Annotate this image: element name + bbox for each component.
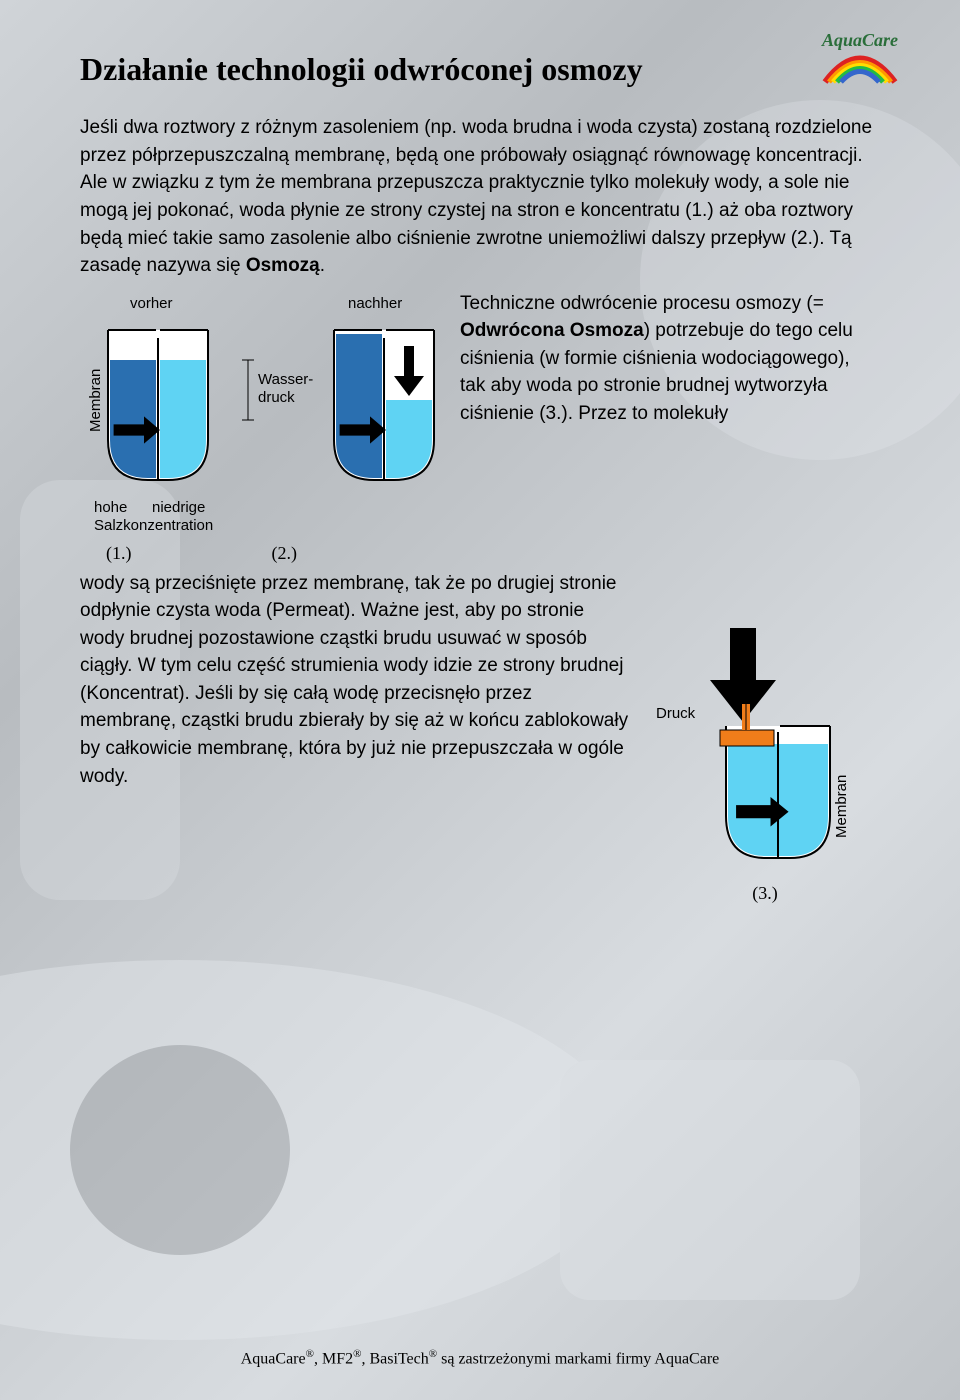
side-bold: Odwrócona Osmoza xyxy=(460,320,644,341)
label-membran: Membran xyxy=(87,368,104,431)
intro-bold: Osmozą xyxy=(246,255,320,276)
side-paragraph: Techniczne odwrócenie procesu osmozy (= … xyxy=(440,290,880,428)
reg-2: ® xyxy=(353,1348,361,1360)
footer-a: AquaCare xyxy=(241,1350,306,1367)
diagram-1-2: vorher nachher xyxy=(80,290,440,564)
footer-tail: są zastrzeżonymi markami firmy AquaCare xyxy=(437,1350,719,1367)
caption-2: (2.) xyxy=(272,543,298,564)
intro-paragraph: Jeśli dwa roztwory z różnym zasoleniem (… xyxy=(80,114,880,279)
logo-rainbow-icon xyxy=(815,47,905,87)
label-druck: Druck xyxy=(656,705,696,722)
label-druck-suffix: druck xyxy=(258,389,295,406)
label-salz: Salzkonzentration xyxy=(94,517,213,534)
label-nachher: nachher xyxy=(348,295,402,312)
diagram-3: Druck xyxy=(650,570,880,904)
label-vorher: vorher xyxy=(130,295,173,312)
label-wasser: Wasser- xyxy=(258,371,313,388)
caption-3: (3.) xyxy=(650,883,880,904)
page-title: Działanie technologii odwróconej osmozy xyxy=(80,50,880,88)
reg-3: ® xyxy=(429,1348,437,1360)
label-membran-3: Membran xyxy=(833,774,850,837)
label-niedrige: niedrige xyxy=(152,499,205,516)
intro-text: Jeśli dwa roztwory z różnym zasoleniem (… xyxy=(80,117,872,276)
wrap-paragraph: wody są przeciśnięte przez membranę, tak… xyxy=(80,570,650,790)
caption-1: (1.) xyxy=(106,543,132,564)
footer: AquaCare®, MF2®, BasiTech® są zastrzeżon… xyxy=(0,1348,960,1368)
intro-period: . xyxy=(320,255,325,276)
footer-c: BasiTech xyxy=(369,1350,428,1367)
label-hohe: hohe xyxy=(94,499,127,516)
footer-b: MF2 xyxy=(322,1350,353,1367)
side-pre: Techniczne odwrócenie procesu osmozy (= xyxy=(460,293,824,314)
logo: AquaCare xyxy=(815,30,905,92)
reg-1: ® xyxy=(306,1348,314,1360)
